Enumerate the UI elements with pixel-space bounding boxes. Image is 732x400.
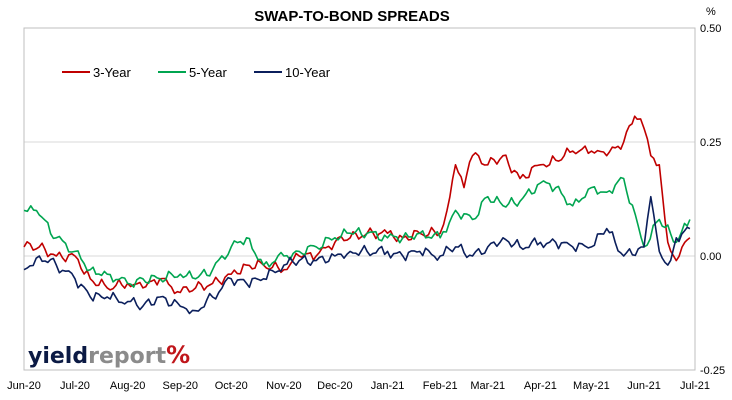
x-tick-label: Mar-21	[470, 380, 505, 392]
legend-label: 3-Year	[93, 65, 131, 80]
y-tick-label: 0.50	[700, 23, 721, 35]
y-tick-label: 0.00	[700, 251, 721, 263]
y-unit-label: %	[706, 6, 716, 18]
x-tick-label: Dec-20	[317, 380, 352, 392]
svg-text:yieldreport%: yieldreport%	[28, 341, 190, 369]
x-tick-label: Jul-21	[680, 380, 710, 392]
series-layer	[23, 115, 691, 315]
series-line-10-Year	[23, 195, 691, 315]
x-tick-label: Nov-20	[266, 380, 301, 392]
y-tick-label: -0.25	[700, 365, 725, 377]
x-tick-label: Feb-21	[423, 380, 458, 392]
legend: 3-Year 5-Year 10-Year	[62, 65, 331, 80]
plot-area-border	[23, 27, 696, 371]
x-tick-label: Oct-20	[215, 380, 248, 392]
y-tick-label: 0.25	[700, 137, 721, 149]
y-axis: 0.50 0.25 0.00 -0.25	[700, 23, 725, 377]
x-axis: Jun-20 Jul-20 Aug-20 Sep-20 Oct-20 Nov-20 Dec-…	[7, 380, 710, 392]
legend-label: 10-Year	[285, 65, 331, 80]
x-tick-label: May-21	[573, 380, 610, 392]
yieldreport-logo: yieldreport%	[28, 341, 190, 369]
x-tick-label: Jul-20	[60, 380, 90, 392]
x-tick-label: Jun-20	[7, 380, 41, 392]
x-tick-label: Aug-20	[110, 380, 145, 392]
x-tick-label: Sep-20	[163, 380, 198, 392]
series-line-3-Year	[23, 115, 691, 295]
series-line-5-Year	[23, 176, 691, 288]
x-tick-label: Jun-21	[627, 380, 661, 392]
x-tick-label: Jan-21	[371, 380, 405, 392]
chart-title: SWAP-TO-BOND SPREADS	[254, 8, 450, 25]
legend-label: 5-Year	[189, 65, 227, 80]
x-tick-label: Apr-21	[524, 380, 557, 392]
